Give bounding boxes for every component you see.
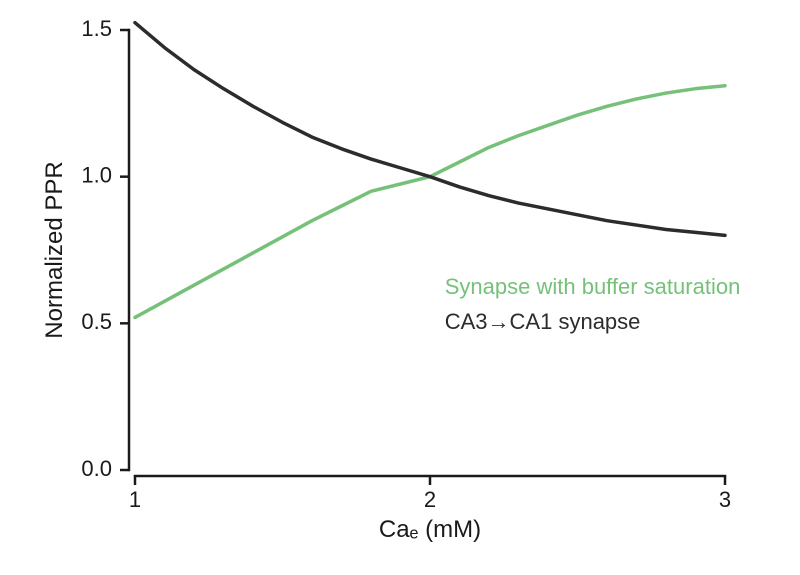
y-tick-label: 0.0 [81,456,112,481]
y-tick-label: 1.0 [81,162,112,187]
y-tick-label: 0.5 [81,309,112,334]
x-axis-title: Caₑ (mM) [379,516,481,543]
legend-label-buffer-saturation: Synapse with buffer saturation [445,274,741,299]
y-tick-label: 1.5 [81,16,112,41]
ppr-chart: 0.0 0.5 1.0 1.5 1 2 3 Caₑ (mM) Normalized PPR Syn… [0,0,800,575]
chart-canvas: 0.0 0.5 1.0 1.5 1 2 3 Caₑ (mM) Normalized PPR Syn… [0,0,800,575]
legend-label-ca3-ca1: CA3→CA1 synapse [445,309,641,334]
y-axis-title: Normalized PPR [41,161,68,338]
x-tick-label: 2 [424,487,436,512]
x-tick-label: 3 [719,487,731,512]
x-tick-label: 1 [129,487,141,512]
series-ca3-ca1 [135,23,725,236]
